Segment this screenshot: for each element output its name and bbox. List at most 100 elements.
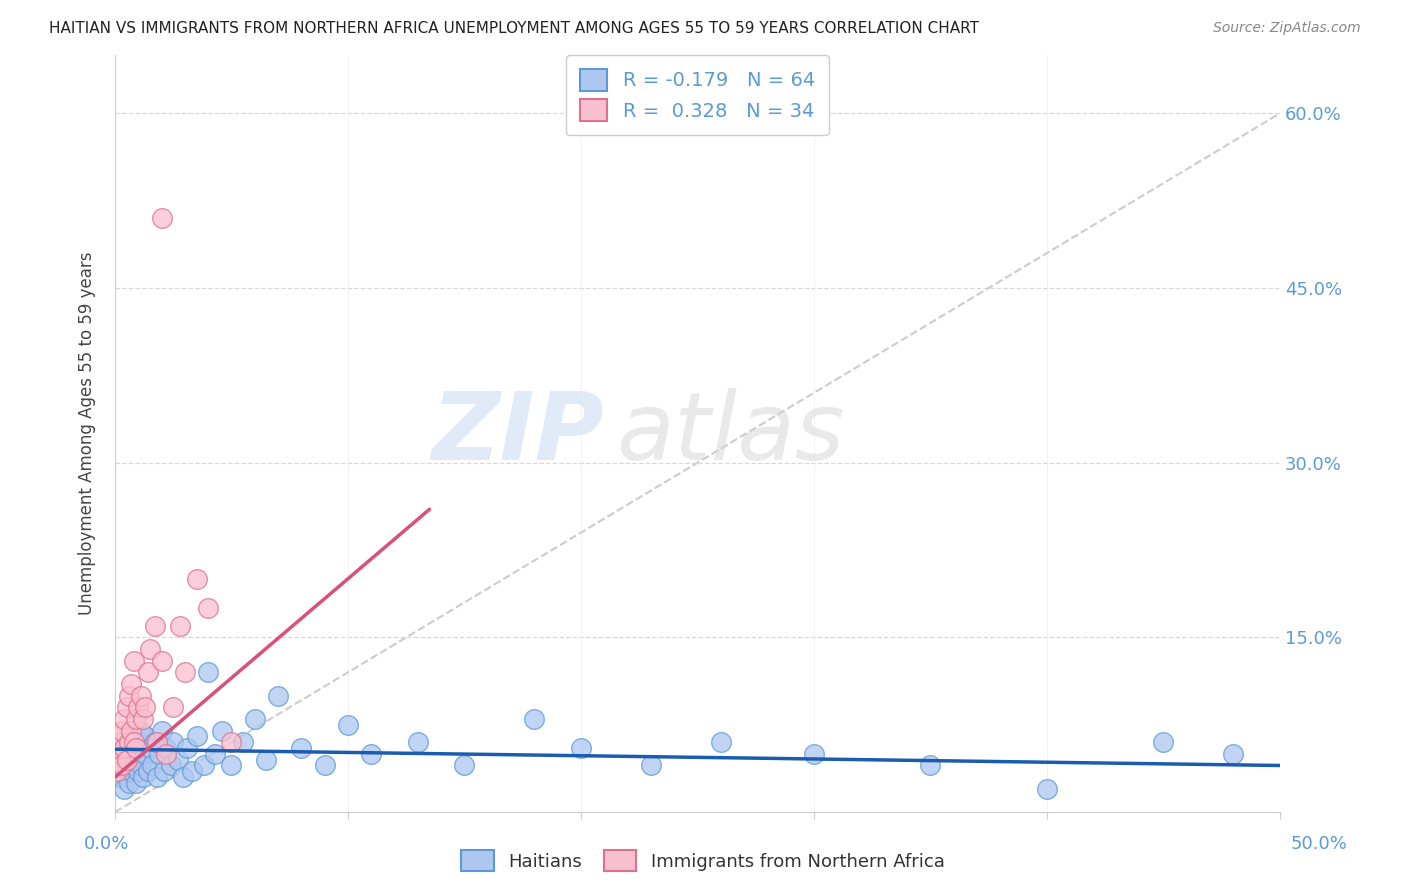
Point: [125, 747, 148, 761]
Point: [1152, 735, 1174, 749]
Point: [120, 677, 142, 691]
Point: [174, 665, 197, 680]
Point: [267, 689, 290, 703]
Y-axis label: Unemployment Among Ages 55 to 59 years: Unemployment Among Ages 55 to 59 years: [79, 252, 96, 615]
Point: [336, 717, 359, 731]
Point: [139, 642, 162, 657]
Point: [115, 700, 138, 714]
Point: [186, 572, 208, 586]
Point: [920, 758, 942, 772]
Point: [105, 764, 128, 779]
Point: [221, 758, 243, 772]
Legend: R = -0.179   N = 64, R =  0.328   N = 34: R = -0.179 N = 64, R = 0.328 N = 34: [567, 55, 828, 135]
Point: [112, 741, 135, 756]
Text: 0.0%: 0.0%: [84, 835, 129, 853]
Point: [129, 723, 152, 738]
Point: [143, 735, 166, 749]
Point: [122, 654, 145, 668]
Point: [134, 747, 156, 761]
Point: [167, 753, 190, 767]
Point: [453, 758, 475, 772]
Point: [186, 730, 208, 744]
Point: [120, 764, 142, 779]
Point: [118, 741, 141, 756]
Point: [134, 730, 156, 744]
Point: [122, 723, 145, 738]
Point: [112, 781, 135, 796]
Point: [1036, 781, 1059, 796]
Point: [112, 741, 135, 756]
Point: [125, 712, 148, 726]
Point: [125, 776, 148, 790]
Point: [232, 735, 254, 749]
Point: [193, 758, 215, 772]
Point: [803, 747, 825, 761]
Point: [111, 735, 134, 749]
Point: [150, 723, 173, 738]
Point: [162, 700, 184, 714]
Point: [111, 758, 134, 772]
Point: [1222, 747, 1244, 761]
Point: [155, 741, 177, 756]
Point: [108, 770, 131, 784]
Point: [112, 712, 135, 726]
Point: [160, 758, 183, 772]
Point: [115, 764, 138, 779]
Point: [172, 770, 194, 784]
Point: [115, 753, 138, 767]
Point: [111, 723, 134, 738]
Point: [122, 758, 145, 772]
Point: [180, 764, 202, 779]
Point: [406, 735, 429, 749]
Text: atlas: atlas: [616, 388, 844, 479]
Point: [118, 735, 141, 749]
Point: [256, 753, 278, 767]
Point: [118, 689, 141, 703]
Point: [105, 747, 128, 761]
Point: [640, 758, 662, 772]
Point: [127, 735, 149, 749]
Point: [132, 712, 155, 726]
Point: [136, 764, 159, 779]
Point: [143, 619, 166, 633]
Point: [141, 758, 163, 772]
Point: [139, 741, 162, 756]
Point: [176, 741, 198, 756]
Point: [314, 758, 336, 772]
Point: [108, 730, 131, 744]
Point: [127, 764, 149, 779]
Point: [134, 700, 156, 714]
Point: [118, 776, 141, 790]
Point: [710, 735, 733, 749]
Point: [204, 747, 226, 761]
Point: [162, 735, 184, 749]
Point: [523, 712, 546, 726]
Text: HAITIAN VS IMMIGRANTS FROM NORTHERN AFRICA UNEMPLOYMENT AMONG AGES 55 TO 59 YEAR: HAITIAN VS IMMIGRANTS FROM NORTHERN AFRI…: [49, 21, 979, 36]
Point: [153, 764, 176, 779]
Point: [221, 735, 243, 749]
Point: [360, 747, 382, 761]
Point: [169, 619, 191, 633]
Point: [569, 741, 592, 756]
Point: [115, 753, 138, 767]
Point: [120, 723, 142, 738]
Point: [211, 723, 233, 738]
Point: [125, 741, 148, 756]
Point: [132, 770, 155, 784]
Point: [136, 665, 159, 680]
Point: [146, 735, 169, 749]
Point: [150, 211, 173, 226]
Point: [120, 735, 142, 749]
Point: [197, 601, 219, 615]
Legend: Haitians, Immigrants from Northern Africa: Haitians, Immigrants from Northern Afric…: [454, 843, 952, 879]
Text: 50.0%: 50.0%: [1291, 835, 1347, 853]
Point: [290, 741, 312, 756]
Text: Source: ZipAtlas.com: Source: ZipAtlas.com: [1213, 21, 1361, 35]
Point: [108, 747, 131, 761]
Point: [243, 712, 266, 726]
Point: [155, 747, 177, 761]
Point: [129, 689, 152, 703]
Point: [111, 758, 134, 772]
Point: [146, 770, 169, 784]
Point: [150, 654, 173, 668]
